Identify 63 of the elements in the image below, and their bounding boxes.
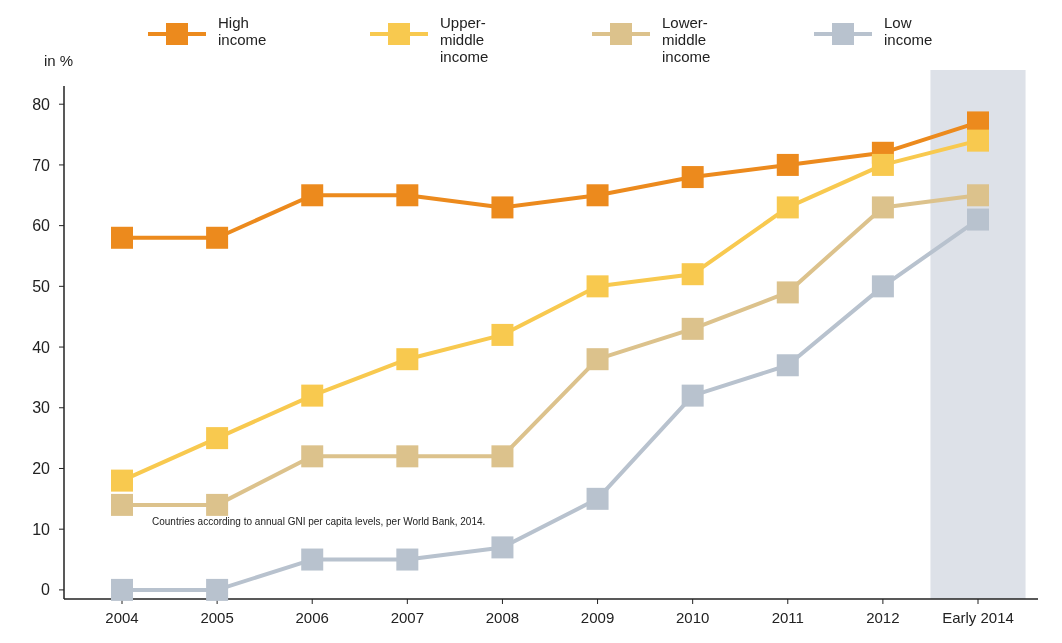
point [681, 317, 704, 340]
y-tick-label: 40 [32, 338, 51, 356]
point [871, 275, 894, 298]
x-tick-label: 2004 [105, 609, 139, 626]
point [301, 548, 324, 571]
point [396, 348, 419, 371]
point [396, 445, 419, 468]
point [967, 184, 989, 207]
y-tick-label: 0 [41, 581, 51, 599]
legend-label: Upper-middle income [440, 14, 489, 65]
point [681, 166, 704, 189]
y-tick-label: 80 [32, 95, 51, 113]
point [776, 281, 799, 304]
x-tick-label: 2010 [675, 609, 710, 626]
y-axis-title: in % [44, 52, 74, 69]
x-tick-label: 2011 [771, 609, 804, 626]
y-tick-label: 10 [32, 520, 51, 538]
x-tick-label: 2007 [390, 609, 425, 626]
x-tick-label: 2012 [866, 609, 900, 626]
legend-label: Lower-middle income [662, 14, 711, 65]
point [206, 226, 229, 249]
y-tick-label: 60 [32, 217, 51, 235]
point [206, 493, 229, 516]
x-tick-label: 2008 [485, 609, 520, 626]
point [206, 427, 229, 450]
point [206, 578, 229, 601]
point [586, 184, 609, 207]
y-tick-label: 30 [32, 399, 51, 417]
point [301, 184, 324, 207]
point [776, 354, 799, 377]
point [491, 536, 514, 559]
y-tick-label: 20 [32, 460, 51, 478]
point [776, 153, 799, 176]
annotation: Countries according to annual GNI per capita levels, per World Bank, 2014. [152, 516, 486, 528]
point [396, 184, 419, 207]
point [111, 493, 133, 516]
point [111, 578, 133, 601]
point [871, 196, 894, 219]
point [776, 196, 799, 219]
point [491, 196, 514, 219]
point [586, 348, 609, 371]
x-tick-label: 2009 [580, 609, 615, 626]
point [491, 445, 514, 468]
point [967, 208, 989, 231]
point [301, 384, 324, 407]
point [111, 469, 133, 492]
point [967, 129, 989, 152]
point [681, 384, 704, 407]
legend-label: High income [218, 14, 267, 48]
point [586, 487, 609, 510]
point [586, 275, 609, 298]
x-tick-label: Early 2014 [942, 609, 1014, 626]
x-tick-label: 2006 [295, 609, 329, 626]
y-tick-label: 70 [32, 156, 51, 174]
legend-label: Low income [884, 14, 933, 48]
point [491, 323, 514, 346]
point [396, 548, 419, 571]
point [111, 226, 133, 249]
y-tick-label: 50 [32, 277, 51, 295]
point [681, 263, 704, 286]
point [871, 153, 894, 176]
x-tick-label: 2005 [200, 609, 234, 626]
point [301, 445, 324, 468]
